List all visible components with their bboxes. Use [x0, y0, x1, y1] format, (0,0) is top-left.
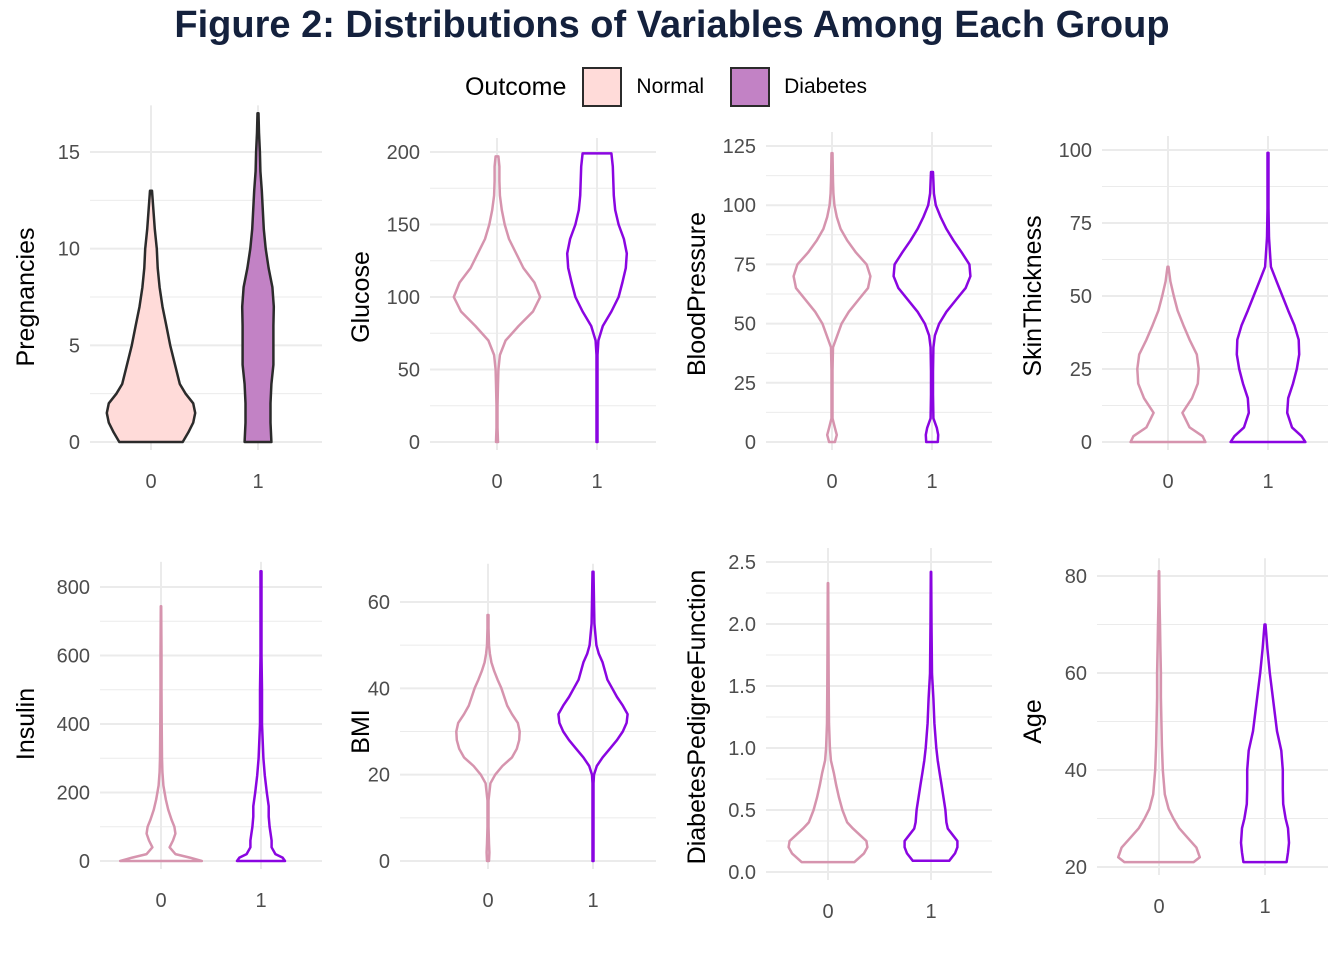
legend-label-diabetes: Diabetes [784, 75, 867, 98]
y-tick-label: 1.0 [728, 738, 756, 760]
x-tick-label: 0 [826, 471, 837, 493]
y-tick-label: 2.0 [728, 614, 756, 636]
legend-label-normal: Normal [636, 75, 705, 98]
y-tick-label: 10 [58, 239, 80, 261]
violin-glucose-normal [452, 155, 542, 444]
y-tick-label: 200 [387, 142, 420, 164]
y-axis-title: SkinThickness [1019, 215, 1047, 376]
y-tick-label: 80 [1065, 566, 1087, 588]
x-tick-label: 0 [145, 471, 156, 493]
y-tick-label: 50 [734, 314, 756, 336]
y-tick-label: 100 [1059, 140, 1092, 162]
x-tick-label: 0 [1153, 896, 1164, 918]
violin-blood-pressure-diabetes [892, 170, 972, 444]
x-tick-label: 1 [925, 901, 936, 923]
legend-key-normal [582, 67, 623, 107]
panel-glucose: 0 50 100 150 200 0 1 Glucose [347, 138, 656, 493]
violin-skin-thickness-diabetes [1229, 151, 1307, 444]
y-tick-label: 100 [387, 287, 420, 309]
y-tick-label: 0 [745, 432, 756, 454]
y-tick-label: 0.5 [728, 800, 756, 822]
panel-pregnancies: 0 5 10 15 0 1 Pregnancies [12, 105, 322, 493]
y-tick-label: 50 [398, 360, 420, 382]
violin-pregnancies-normal [105, 189, 197, 444]
x-tick-label: 1 [591, 471, 602, 493]
y-tick-label: 200 [57, 783, 90, 805]
panel-bmi: 0 20 40 60 0 1 BMI [347, 563, 656, 912]
y-tick-label: 60 [368, 592, 390, 614]
y-tick-label: 0 [379, 851, 390, 873]
y-tick-label: 0.0 [728, 862, 756, 884]
y-tick-label: 0 [1081, 432, 1092, 454]
panel-age: 20 40 60 80 0 1 Age [1019, 558, 1328, 918]
violin-age-normal [1116, 569, 1202, 864]
violin-bmi-normal [455, 613, 521, 863]
panel-insulin: 0 200 400 600 800 0 1 Insulin [12, 561, 322, 912]
y-tick-label: 50 [1070, 286, 1092, 308]
panel-diabetes-pedigree-function: 0.0 0.5 1.0 1.5 2.0 2.5 0 1 DiabetesPedigreeFunc… [683, 548, 992, 923]
y-tick-label: 20 [368, 765, 390, 787]
x-tick-label: 1 [926, 471, 937, 493]
y-axis-title: BMI [347, 709, 375, 753]
y-tick-label: 1.5 [728, 676, 756, 698]
y-tick-label: 40 [1065, 760, 1087, 782]
violin-bmi-diabetes [557, 570, 629, 863]
x-tick-label: 1 [587, 890, 598, 912]
violin-blood-pressure-normal [792, 151, 872, 444]
y-tick-label: 60 [1065, 663, 1087, 685]
violin-age-diabetes [1239, 623, 1291, 864]
panel-skin-thickness: 0 25 50 75 100 0 1 SkinThickness [1019, 136, 1328, 493]
y-tick-label: 100 [723, 195, 756, 217]
y-axis-title: Pregnancies [12, 228, 40, 367]
y-axis-title: Age [1019, 699, 1047, 743]
violin-pregnancies-diabetes [240, 112, 276, 444]
y-tick-label: 25 [1070, 359, 1092, 381]
legend-title: Outcome [464, 72, 567, 101]
y-axis-title: Insulin [12, 688, 40, 760]
panel-blood-pressure: 0 25 50 75 100 125 0 1 BloodPressure [683, 132, 992, 493]
violin-diabetes-pedigree-function-normal [787, 581, 869, 864]
y-tick-label: 25 [734, 373, 756, 395]
y-tick-label: 0 [409, 432, 420, 454]
y-tick-label: 400 [57, 714, 90, 736]
y-tick-label: 2.5 [728, 552, 756, 574]
x-tick-label: 1 [1259, 896, 1270, 918]
x-tick-label: 0 [155, 890, 166, 912]
violin-insulin-diabetes [235, 569, 287, 863]
violin-glucose-diabetes [565, 152, 629, 444]
x-tick-label: 0 [491, 471, 502, 493]
x-tick-label: 0 [482, 890, 493, 912]
figure-title: Figure 2: Distributions of Variables Amo… [174, 4, 1170, 46]
y-tick-label: 800 [57, 577, 90, 599]
y-tick-label: 75 [1070, 213, 1092, 235]
y-tick-label: 125 [723, 136, 756, 158]
x-tick-label: 1 [255, 890, 266, 912]
y-tick-label: 0 [69, 432, 80, 454]
y-axis-title: BloodPressure [683, 212, 711, 376]
violin-insulin-normal [118, 604, 204, 863]
x-tick-label: 0 [1162, 471, 1173, 493]
violin-diabetes-pedigree-function-diabetes [903, 570, 959, 863]
x-tick-label: 1 [252, 471, 263, 493]
y-tick-label: 75 [734, 254, 756, 276]
y-tick-label: 15 [58, 142, 80, 164]
violin-skin-thickness-normal [1129, 265, 1207, 444]
y-tick-label: 40 [368, 678, 390, 700]
y-tick-label: 5 [69, 335, 80, 357]
y-tick-label: 150 [387, 215, 420, 237]
x-tick-label: 1 [1262, 471, 1273, 493]
legend-key-diabetes [730, 67, 771, 107]
legend: Outcome Normal Diabetes [0, 62, 1344, 112]
y-axis-title: Glucose [347, 251, 375, 343]
y-axis-title: DiabetesPedigreeFunction [683, 570, 711, 865]
y-tick-label: 20 [1065, 857, 1087, 879]
y-tick-label: 0 [79, 851, 90, 873]
y-tick-label: 600 [57, 646, 90, 668]
x-tick-label: 0 [822, 901, 833, 923]
